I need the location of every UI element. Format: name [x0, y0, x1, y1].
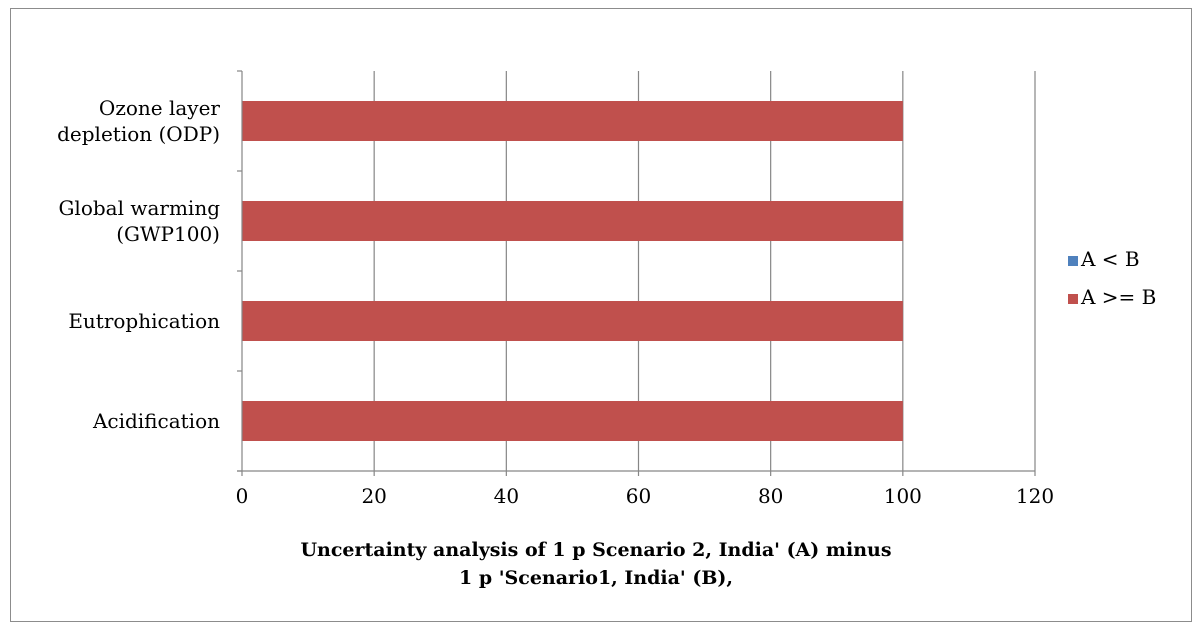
category-label: Acidification — [92, 409, 220, 433]
legend-layer: A < B A >= B — [1068, 247, 1156, 309]
legend-label: A >= B — [1080, 285, 1156, 309]
category-label-line: Global warming — [58, 196, 220, 220]
x-tick-label: 60 — [626, 484, 651, 508]
bar-a-ge-b — [242, 401, 903, 441]
bar-a-ge-b — [242, 301, 903, 341]
legend-swatch — [1068, 256, 1078, 266]
x-tick-label: 0 — [236, 484, 249, 508]
category-label: Eutrophication — [68, 309, 220, 333]
chart-svg: 0 20 40 60 80 100 120 Acidification Eutrophicati… — [57, 70, 1156, 589]
bar-a-ge-b — [242, 201, 903, 241]
category-label: Global warming (GWP100) — [58, 196, 220, 246]
category-label-line: Eutrophication — [68, 309, 220, 333]
x-tick-label: 20 — [361, 484, 386, 508]
x-axis-title: 1 p 'Scenario1, India' (B), — [459, 567, 733, 589]
legend-label: A < B — [1080, 247, 1140, 271]
bar-a-ge-b — [242, 101, 903, 141]
x-axis-title: Uncertainty analysis of 1 p Scenario 2, … — [300, 539, 891, 561]
bar-layer — [242, 101, 903, 441]
legend-swatch — [1068, 294, 1078, 304]
chart-frame: 0 20 40 60 80 100 120 Acidification Eutrophicati… — [10, 8, 1192, 622]
category-label-line: Acidification — [92, 409, 220, 433]
label-layer: 0 20 40 60 80 100 120 Acidification Eutrophicati… — [57, 96, 1054, 589]
category-label-line: (GWP100) — [116, 222, 220, 246]
x-tick-label: 100 — [884, 484, 922, 508]
x-tick-label: 40 — [494, 484, 519, 508]
axis-layer — [237, 70, 1036, 476]
x-tick-label: 80 — [758, 484, 783, 508]
category-label-line: Ozone layer — [99, 96, 221, 120]
category-label: Ozone layer depletion (ODP) — [57, 96, 220, 146]
x-tick-label: 120 — [1016, 484, 1054, 508]
category-label-line: depletion (ODP) — [57, 122, 220, 146]
